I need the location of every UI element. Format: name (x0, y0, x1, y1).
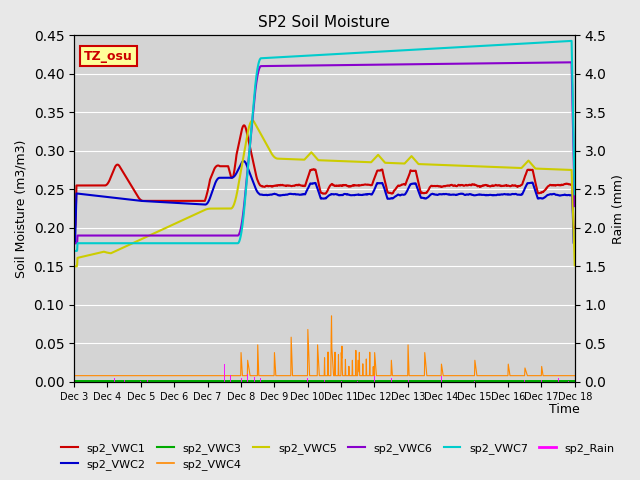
X-axis label: Time: Time (549, 403, 580, 416)
Text: TZ_osu: TZ_osu (84, 49, 132, 62)
Y-axis label: Raim (mm): Raim (mm) (612, 174, 625, 243)
Title: SP2 Soil Moisture: SP2 Soil Moisture (259, 15, 390, 30)
Y-axis label: Soil Moisture (m3/m3): Soil Moisture (m3/m3) (15, 139, 28, 278)
Legend: sp2_VWC1, sp2_VWC2, sp2_VWC3, sp2_VWC4, sp2_VWC5, sp2_VWC6, sp2_VWC7, sp2_Rain: sp2_VWC1, sp2_VWC2, sp2_VWC3, sp2_VWC4, … (57, 438, 620, 474)
